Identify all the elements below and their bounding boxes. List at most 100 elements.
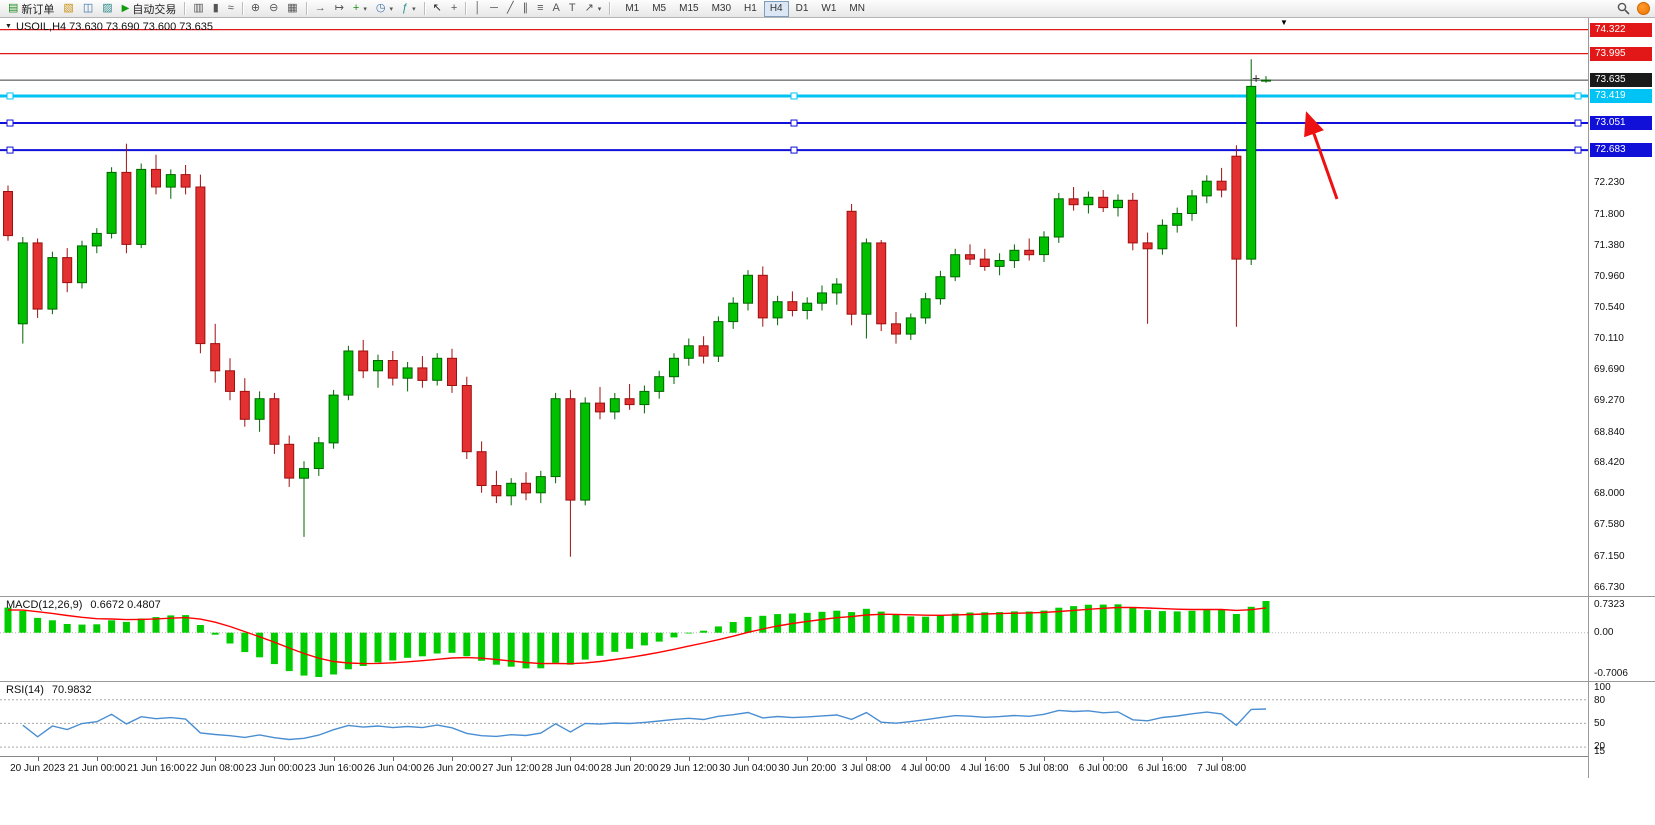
arrow-annotation[interactable]	[1304, 111, 1339, 200]
price-axis-label: 69.270	[1594, 394, 1625, 406]
rsi-indicator-label: RSI(14) 70.9832	[6, 684, 92, 696]
new-order-label: 新订单	[21, 3, 55, 16]
indicators-button[interactable]: ƒ ▾	[398, 1, 420, 17]
rsi-panel-canvas[interactable]	[0, 682, 1588, 755]
timeframe-m15-button[interactable]: M15	[673, 1, 704, 17]
macd-axis-label: -0.7006	[1594, 668, 1628, 679]
time-tick	[452, 757, 453, 761]
zoom-in-icon: ⊕	[250, 2, 261, 14]
bars-chart-button[interactable]: ▥	[189, 1, 207, 17]
time-tick	[688, 757, 690, 761]
auto-scroll-icon: →	[314, 2, 326, 14]
line-handle[interactable]	[1574, 146, 1582, 154]
grid-button[interactable]: ▦	[283, 1, 301, 17]
play-icon: ▶	[121, 2, 130, 14]
crosshair-tool-button[interactable]: +	[447, 1, 461, 17]
horizontal-line-objects	[0, 29, 1588, 154]
line-handle[interactable]	[790, 119, 798, 127]
line-handle[interactable]	[6, 119, 14, 127]
line-handle[interactable]	[1574, 92, 1582, 100]
channel-tool-button[interactable]: ∥	[519, 1, 533, 17]
panel-splitter[interactable]	[0, 596, 1655, 597]
toolbar-right-group	[1617, 2, 1650, 15]
trendline-tool-button[interactable]: ╱	[503, 1, 518, 17]
rsi-axis[interactable]: 100 80 50 20 15	[1589, 682, 1655, 757]
auto-scroll-button[interactable]: →	[311, 1, 330, 17]
price-tag-74.322: 74.322	[1590, 22, 1652, 37]
chevron-down-icon: ▾	[412, 5, 416, 13]
zoom-out-button[interactable]: ⊖	[265, 1, 282, 17]
price-tag-73.995: 73.995	[1590, 46, 1652, 61]
line-handle[interactable]	[1574, 119, 1582, 127]
price-axis-label: 68.420	[1594, 457, 1625, 469]
line-handle[interactable]	[790, 92, 798, 100]
macd-panel-canvas[interactable]	[0, 597, 1588, 681]
rsi-axis-label: 15	[1594, 746, 1606, 757]
macd-axis[interactable]: 0.7323 0.00 -0.7006	[1589, 597, 1655, 681]
channel-icon: ∥	[522, 2, 529, 14]
macd-name: MACD(12,26,9)	[6, 599, 83, 611]
line-chart-icon: ≈	[227, 2, 234, 14]
new-chart-button[interactable]: + ▾	[349, 1, 371, 17]
rsi-line	[22, 708, 1267, 741]
navigator-button[interactable]: ◫	[79, 1, 97, 17]
market-watch-button[interactable]: ▧	[59, 1, 77, 17]
profiles-button[interactable]: ◷ ▾	[372, 1, 397, 17]
rsi-name: RSI(14)	[6, 684, 44, 696]
price-chart-canvas[interactable]	[0, 18, 1588, 596]
macd-signal-line	[7, 606, 1267, 665]
line-handle[interactable]	[6, 146, 14, 154]
price-tag-72.683: 72.683	[1590, 143, 1652, 158]
notifications-icon[interactable]	[1637, 2, 1650, 15]
auto-trading-label: 自动交易	[132, 3, 177, 16]
candles-chart-button[interactable]: ▮	[209, 1, 223, 17]
fibonacci-tool-button[interactable]: ≡	[533, 1, 547, 17]
macd-values: 0.6672 0.4807	[90, 599, 161, 611]
price-axis[interactable]: 73.92072.23071.80071.38070.96070.54070.1…	[1589, 18, 1655, 596]
search-icon[interactable]	[1617, 2, 1630, 15]
line-chart-button[interactable]: ≈	[224, 1, 238, 17]
label-tool-button[interactable]: T	[565, 1, 580, 17]
time-tick	[984, 757, 986, 761]
zoom-in-button[interactable]: ⊕	[247, 1, 264, 17]
time-tick	[156, 757, 157, 761]
auto-trading-button[interactable]: ▶ 自动交易	[118, 1, 181, 17]
main-toolbar: ▤ 新订单 ▧ ◫ ▨ ▶ 自动交易 ▥ ▮ ≈ ⊕ ⊖ ▦ → ↦ + ▾ ◷…	[0, 0, 1655, 18]
timeframe-h1-button[interactable]: H1	[738, 1, 763, 17]
time-axis-label: 23 Jun 16:00	[304, 763, 363, 774]
horizontal-line-icon: ─	[490, 2, 498, 14]
text-tool-button[interactable]: A	[549, 1, 564, 17]
time-axis[interactable]: 20 Jun 2023 21 Jun 00:00 21 Jun 16:00 22 Ju…	[0, 756, 1588, 778]
time-axis-label: 4 Jul 16:00	[960, 763, 1010, 774]
time-tick	[37, 757, 39, 761]
line-handle[interactable]	[790, 146, 798, 154]
rsi-axis-label: 50	[1594, 718, 1606, 730]
arrows-tool-button[interactable]: ↗ ▾	[581, 1, 606, 17]
price-axis-label: 70.110	[1594, 333, 1624, 345]
rsi-axis-label: 80	[1594, 694, 1606, 706]
horizontal-line-tool-button[interactable]: ─	[486, 1, 502, 17]
timeframe-m5-button[interactable]: M5	[646, 1, 672, 17]
time-tick	[1162, 757, 1164, 761]
timeframe-d1-button[interactable]: D1	[790, 1, 815, 17]
timeframe-w1-button[interactable]: W1	[815, 1, 842, 17]
crosshair-icon: +	[450, 2, 458, 14]
terminal-button[interactable]: ▨	[98, 1, 116, 17]
macd-indicator-label: MACD(12,26,9) 0.6672 0.4807	[6, 599, 161, 611]
chart-shift-marker-icon[interactable]: ▼	[1280, 18, 1288, 27]
cursor-tool-button[interactable]: ↖	[429, 1, 446, 17]
chart-shift-button[interactable]: ↦	[331, 1, 348, 17]
vertical-line-tool-button[interactable]: │	[470, 1, 485, 17]
timeframe-mn-button[interactable]: MN	[843, 1, 871, 17]
time-tick	[392, 757, 394, 761]
line-handle[interactable]	[6, 92, 14, 100]
new-order-button[interactable]: ▤ 新订单	[4, 1, 58, 17]
timeframe-m1-button[interactable]: M1	[619, 1, 645, 17]
timeframe-m30-button[interactable]: M30	[706, 1, 737, 17]
collapse-triangle-icon[interactable]: ▼	[5, 23, 12, 30]
time-axis-label: 29 Jun 12:00	[659, 763, 718, 774]
panel-splitter[interactable]	[0, 681, 1655, 682]
chart-title: USOIL,H4 73.630 73.690 73.600 73.635	[16, 21, 213, 33]
time-axis-label: 30 Jun 04:00	[719, 763, 777, 774]
timeframe-h4-button[interactable]: H4	[763, 0, 789, 17]
